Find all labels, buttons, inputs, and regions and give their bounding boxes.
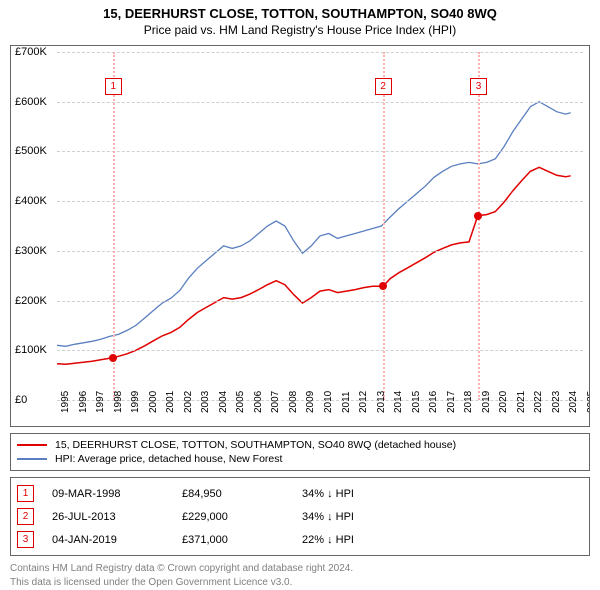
y-axis-label: £100K <box>15 344 47 356</box>
legend: 15, DEERHURST CLOSE, TOTTON, SOUTHAMPTON… <box>10 433 590 471</box>
x-axis-label: 2016 <box>428 391 439 413</box>
series-line <box>57 102 571 347</box>
sale-row-date: 26-JUL-2013 <box>52 511 182 523</box>
x-axis-label: 2004 <box>218 391 229 413</box>
sale-row: 2 26-JUL-2013£229,00034% ↓ HPI <box>17 505 583 528</box>
gridline <box>57 52 583 53</box>
sale-row-delta: 34% ↓ HPI <box>302 511 354 523</box>
title-area: 15, DEERHURST CLOSE, TOTTON, SOUTHAMPTON… <box>0 0 600 37</box>
sale-row-delta: 22% ↓ HPI <box>302 534 354 546</box>
footer: Contains HM Land Registry data © Crown c… <box>10 562 590 589</box>
gridline <box>57 350 583 351</box>
legend-label: HPI: Average price, detached house, New … <box>55 453 282 465</box>
x-axis-label: 2014 <box>393 391 404 413</box>
sale-marker-line <box>383 52 385 400</box>
sale-marker-line <box>478 52 480 400</box>
gridline <box>57 151 583 152</box>
x-axis-label: 2013 <box>376 391 387 413</box>
x-axis-label: 2019 <box>481 391 492 413</box>
gridline <box>57 201 583 202</box>
sale-marker-badge: 2 <box>375 78 392 95</box>
sale-marker-dot <box>474 212 482 220</box>
sale-marker-line <box>113 52 115 400</box>
sale-row-badge: 1 <box>17 485 34 502</box>
sale-row-date: 04-JAN-2019 <box>52 534 182 546</box>
sale-row-price: £371,000 <box>182 534 302 546</box>
sale-row: 3 04-JAN-2019£371,00022% ↓ HPI <box>17 528 583 551</box>
footer-line-2: This data is licensed under the Open Gov… <box>10 576 590 590</box>
chart: 1 2 3 £0 £100K £200K £300K £400K £500K £600K £700… <box>10 45 590 427</box>
x-axis-label: 2009 <box>305 391 316 413</box>
y-axis-label: £500K <box>15 145 47 157</box>
x-axis-label: 2022 <box>533 391 544 413</box>
x-axis-label: 2007 <box>270 391 281 413</box>
x-axis-label: 2020 <box>498 391 509 413</box>
x-axis-label: 2012 <box>358 391 369 413</box>
sale-marker-dot <box>379 282 387 290</box>
gridline <box>57 102 583 103</box>
series-line <box>57 167 571 364</box>
y-axis-label: £700K <box>15 46 47 58</box>
x-axis-label: 2021 <box>516 391 527 413</box>
sale-row: 1 09-MAR-1998£84,95034% ↓ HPI <box>17 482 583 505</box>
x-axis-label: 2000 <box>148 391 159 413</box>
page: 15, DEERHURST CLOSE, TOTTON, SOUTHAMPTON… <box>0 0 600 590</box>
x-axis-label: 1995 <box>60 391 71 413</box>
sales-table: 1 09-MAR-1998£84,95034% ↓ HPI 2 26-JUL-2013… <box>10 477 590 556</box>
gridline <box>57 251 583 252</box>
sale-row-delta: 34% ↓ HPI <box>302 488 354 500</box>
legend-row: 15, DEERHURST CLOSE, TOTTON, SOUTHAMPTON… <box>17 438 583 452</box>
y-axis-label: £300K <box>15 245 47 257</box>
sale-marker-badge: 1 <box>105 78 122 95</box>
x-axis-label: 2002 <box>183 391 194 413</box>
x-axis-label: 2025 <box>586 391 590 413</box>
x-axis-label: 2006 <box>253 391 264 413</box>
chart-svg <box>57 52 583 400</box>
legend-row: HPI: Average price, detached house, New … <box>17 452 583 466</box>
sale-row-badge: 3 <box>17 531 34 548</box>
x-axis-label: 1996 <box>78 391 89 413</box>
y-axis-label: £600K <box>15 96 47 108</box>
sale-row-price: £229,000 <box>182 511 302 523</box>
x-axis-label: 2023 <box>551 391 562 413</box>
footer-line-1: Contains HM Land Registry data © Crown c… <box>10 562 590 576</box>
x-axis-label: 2024 <box>568 391 579 413</box>
y-axis-label: £0 <box>15 394 27 406</box>
x-axis-label: 1999 <box>130 391 141 413</box>
x-axis-label: 1997 <box>95 391 106 413</box>
x-axis-label: 2001 <box>165 391 176 413</box>
legend-swatch <box>17 444 47 446</box>
x-axis-label: 2008 <box>288 391 299 413</box>
x-axis-label: 2018 <box>463 391 474 413</box>
gridline <box>57 301 583 302</box>
x-axis-label: 2003 <box>200 391 211 413</box>
y-axis-label: £200K <box>15 295 47 307</box>
sale-row-price: £84,950 <box>182 488 302 500</box>
legend-label: 15, DEERHURST CLOSE, TOTTON, SOUTHAMPTON… <box>55 439 456 451</box>
sale-row-date: 09-MAR-1998 <box>52 488 182 500</box>
x-axis-label: 2017 <box>446 391 457 413</box>
x-axis-label: 2005 <box>235 391 246 413</box>
y-axis-label: £400K <box>15 195 47 207</box>
x-axis-label: 2015 <box>411 391 422 413</box>
plot-area: 1 2 3 <box>57 52 583 400</box>
sale-marker-badge: 3 <box>470 78 487 95</box>
title-line-2: Price paid vs. HM Land Registry's House … <box>0 23 600 37</box>
sale-marker-dot <box>109 354 117 362</box>
x-axis-label: 1998 <box>113 391 124 413</box>
sale-row-badge: 2 <box>17 508 34 525</box>
title-line-1: 15, DEERHURST CLOSE, TOTTON, SOUTHAMPTON… <box>0 6 600 21</box>
legend-swatch <box>17 458 47 460</box>
x-axis-label: 2010 <box>323 391 334 413</box>
x-axis-label: 2011 <box>341 391 352 413</box>
